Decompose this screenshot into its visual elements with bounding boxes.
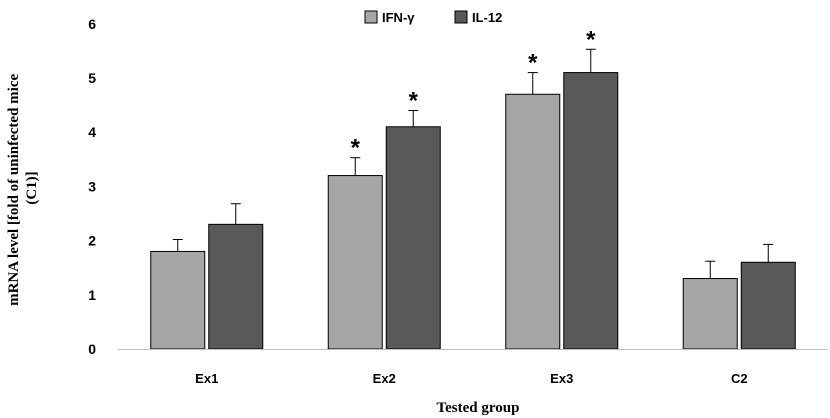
bars: * * * * xyxy=(151,26,796,349)
y-tick-label: 5 xyxy=(88,70,96,86)
y-tick-label: 3 xyxy=(88,178,96,194)
significance-star: * xyxy=(409,88,419,115)
x-tick-label-ex3: Ex3 xyxy=(550,371,573,386)
bar-ifn-gamma-ex2 xyxy=(328,176,382,349)
y-tick-label: 6 xyxy=(88,16,96,32)
bar-il-12-ex3 xyxy=(564,73,618,349)
y-axis-title-line-2: (C1)] xyxy=(24,171,40,204)
category-labels: Ex1 Ex2 Ex3 C2 xyxy=(195,371,747,386)
legend-swatch-il-12 xyxy=(455,11,467,23)
significance-star: * xyxy=(586,26,596,53)
y-axis-ticks: 0 1 2 3 4 5 6 xyxy=(88,16,96,357)
x-tick-label-ex1: Ex1 xyxy=(195,371,218,386)
y-tick-label: 0 xyxy=(88,341,96,357)
y-axis-title-line-1: mRNA level [fold of uninfected mice xyxy=(6,74,22,306)
x-tick-label-ex2: Ex2 xyxy=(373,371,396,386)
bar-ifn-gamma-ex3 xyxy=(506,94,560,349)
legend-label-il-12: IL-12 xyxy=(472,10,502,25)
bar-il-12-ex1 xyxy=(209,224,263,349)
x-axis-title: Tested group xyxy=(437,400,520,416)
y-tick-label: 2 xyxy=(88,233,96,249)
y-tick-label: 4 xyxy=(88,124,96,140)
legend-swatch-ifn-gamma xyxy=(365,11,377,23)
bar-ifn-gamma-ex1 xyxy=(151,251,205,349)
bar-ifn-gamma-c2 xyxy=(683,279,737,349)
significance-star: * xyxy=(351,135,361,162)
x-tick-label-c2: C2 xyxy=(731,371,748,386)
bar-il-12-ex2 xyxy=(386,127,440,349)
y-axis-title: mRNA level [fold of uninfected mice (C1)… xyxy=(6,70,40,306)
significance-star: * xyxy=(528,50,538,77)
legend: IFN-γ IL-12 xyxy=(365,10,502,25)
legend-label-ifn-gamma: IFN-γ xyxy=(382,10,415,25)
y-tick-label: 1 xyxy=(88,287,96,303)
bar-il-12-c2 xyxy=(741,262,795,349)
